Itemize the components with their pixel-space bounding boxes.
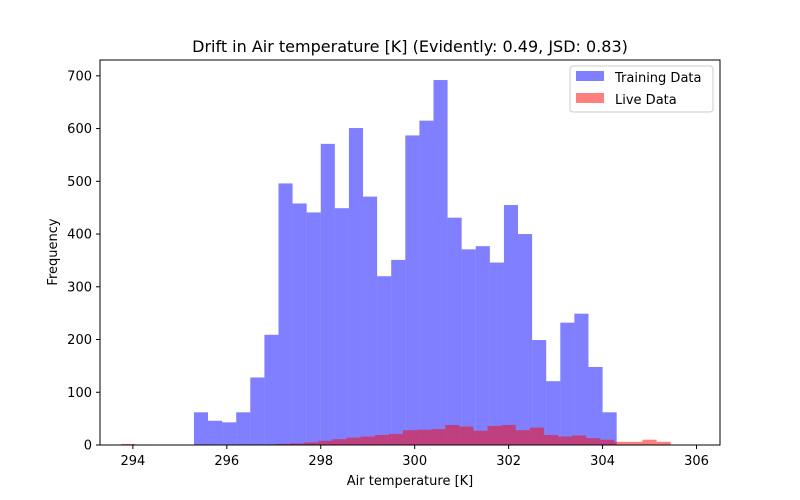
- histogram-bar: [419, 120, 434, 445]
- histogram-bar: [473, 430, 488, 445]
- histogram-bar: [121, 443, 136, 445]
- histogram-bar: [318, 440, 333, 445]
- x-tick-label: 302: [496, 454, 521, 469]
- histogram-bar: [374, 434, 389, 445]
- histogram-bar: [292, 203, 307, 445]
- histogram-bar: [433, 80, 448, 445]
- x-tick-label: 298: [308, 454, 333, 469]
- y-axis: 0 100 200 300 400 500 600 700: [67, 69, 100, 454]
- histogram-bar: [574, 313, 589, 445]
- training-data-bars: [193, 80, 617, 446]
- histogram-bar: [560, 322, 575, 445]
- histogram-bar: [588, 366, 603, 445]
- histogram-bar: [346, 437, 361, 445]
- histogram-bar: [557, 436, 573, 445]
- histogram-bar: [489, 262, 504, 445]
- histogram-bar: [600, 439, 615, 445]
- histogram-bar: [304, 442, 319, 445]
- histogram-bar: [572, 435, 587, 445]
- y-tick-label: 500: [67, 175, 92, 190]
- histogram-bar: [461, 249, 476, 445]
- histogram-bar: [363, 196, 378, 445]
- histogram-bar: [360, 436, 375, 445]
- x-axis: 294 296 298 300 302 304 306: [120, 445, 709, 469]
- x-tick-label: 294: [120, 454, 145, 469]
- histogram-bar: [290, 443, 305, 445]
- legend-swatch-training: [576, 71, 604, 81]
- histogram-bar: [405, 135, 420, 446]
- y-axis-label: Frequency: [46, 218, 61, 285]
- histogram-bar: [503, 205, 519, 445]
- histogram-bar: [320, 143, 335, 445]
- histogram-bar: [602, 412, 617, 445]
- histogram-bar: [431, 429, 446, 445]
- histogram-bar: [518, 234, 533, 445]
- chart-title: Drift in Air temperature [K] (Evidently:…: [192, 37, 628, 56]
- histogram-bar: [656, 441, 671, 445]
- histogram-bar: [276, 443, 291, 445]
- live-data-bars: [121, 424, 671, 445]
- histogram-bar: [642, 439, 657, 445]
- histogram-bar: [417, 429, 432, 445]
- histogram-bar: [487, 426, 502, 445]
- y-tick-label: 0: [84, 439, 92, 454]
- histogram-bar: [546, 381, 561, 445]
- y-tick-label: 200: [67, 333, 92, 348]
- y-tick-label: 600: [67, 122, 92, 137]
- histogram-bar: [334, 208, 349, 445]
- histogram-bar: [614, 441, 629, 445]
- histogram-bar: [532, 340, 547, 445]
- x-tick-label: 304: [590, 454, 615, 469]
- histogram-bar: [445, 424, 460, 445]
- histogram-bar: [388, 433, 403, 445]
- legend-swatch-live: [576, 93, 604, 103]
- x-tick-label: 296: [214, 454, 239, 469]
- histogram-bar: [278, 183, 293, 446]
- histogram-bar: [208, 420, 223, 445]
- histogram-bar: [193, 412, 209, 445]
- histogram-bar: [475, 246, 490, 445]
- histogram-bar: [501, 424, 516, 445]
- legend-box: [569, 65, 714, 113]
- x-tick-label: 306: [684, 454, 709, 469]
- histogram-bar: [306, 212, 321, 445]
- histogram-bar: [391, 259, 406, 445]
- y-tick-label: 700: [67, 69, 92, 84]
- y-tick-label: 300: [67, 280, 92, 295]
- legend-label-training: Training Data: [614, 71, 701, 86]
- plot-frame: [99, 59, 721, 446]
- x-tick-label: 300: [402, 454, 427, 469]
- histogram-bar: [447, 217, 462, 445]
- histogram-bar: [222, 422, 237, 445]
- y-tick-label: 400: [67, 228, 92, 243]
- legend-label-live: Live Data: [615, 93, 677, 108]
- histogram-bar: [332, 439, 347, 445]
- histogram-bar: [586, 438, 601, 445]
- histogram-bar: [236, 412, 251, 445]
- histogram-bar: [348, 128, 364, 445]
- y-tick-label: 100: [67, 386, 92, 401]
- histogram-bar: [628, 441, 643, 445]
- x-axis-label: Air temperature [K]: [347, 474, 474, 489]
- histogram-bar: [264, 334, 279, 445]
- histogram-bar: [529, 427, 544, 445]
- histogram-bar: [377, 276, 392, 445]
- histogram-bar: [459, 426, 474, 445]
- histogram-bar: [515, 430, 530, 445]
- legend: Training Data Live Data: [569, 65, 714, 113]
- histogram-bar: [543, 434, 558, 445]
- histogram-bar: [402, 430, 418, 445]
- histogram-bar: [250, 377, 265, 445]
